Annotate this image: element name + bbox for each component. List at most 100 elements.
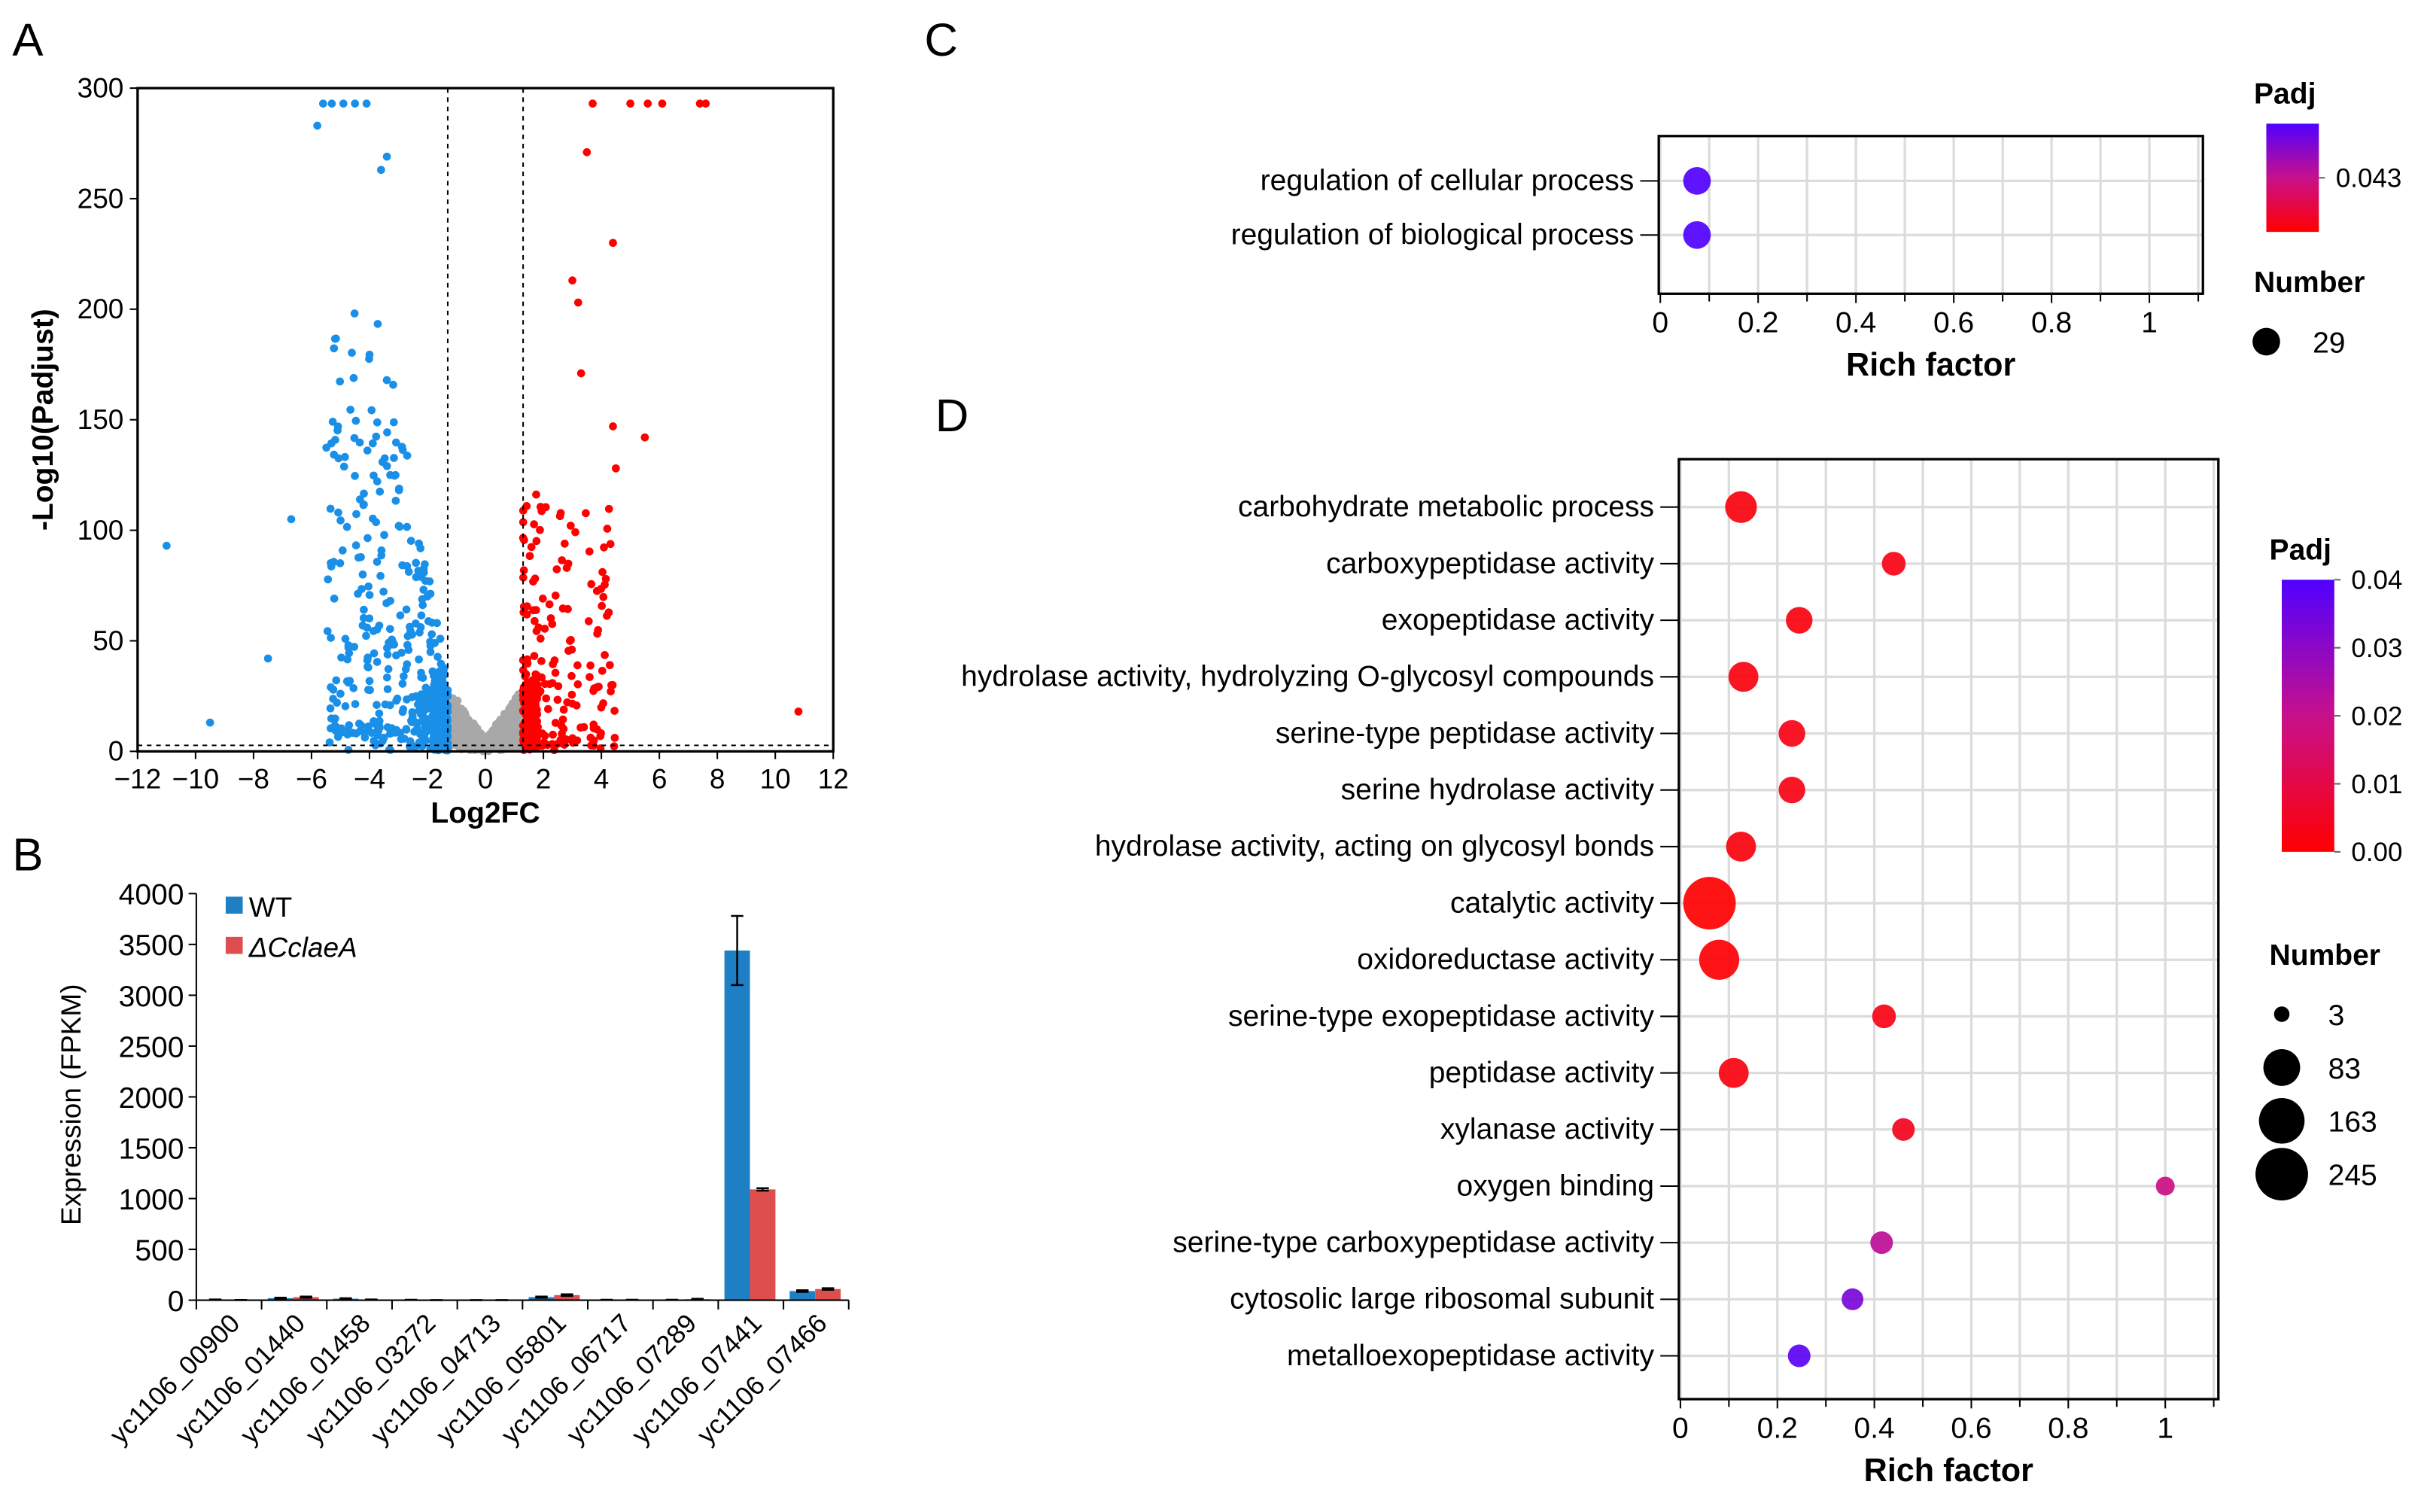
volcano-point — [508, 731, 516, 739]
volcano-point — [323, 627, 332, 635]
volcano-point — [532, 490, 540, 499]
volcano-point — [341, 634, 350, 643]
volcano-point — [551, 719, 560, 727]
volcano-point — [406, 537, 415, 545]
volcano-point — [794, 707, 803, 716]
volcano-point — [603, 525, 612, 533]
volcano-point — [363, 446, 372, 455]
volcano-point — [331, 726, 340, 735]
y-tick-label: 300 — [78, 72, 124, 103]
volcano-point — [412, 558, 421, 567]
padj-legend-title: Padj — [2254, 78, 2316, 111]
volcano-point — [327, 562, 336, 570]
volcano-point — [495, 734, 504, 743]
volcano-point — [355, 438, 364, 447]
volcano-point — [163, 541, 171, 550]
volcano-point — [343, 655, 352, 664]
volcano-point — [345, 649, 354, 658]
volcano-point — [263, 654, 272, 663]
volcano-point — [589, 724, 598, 732]
term-label: carbohydrate metabolic process — [1238, 491, 1654, 523]
volcano-point — [326, 504, 335, 513]
term-label: oxygen binding — [1457, 1170, 1654, 1202]
volcano-point — [398, 680, 407, 688]
term-bubble — [1699, 939, 1740, 980]
x-tick-label: 0 — [1652, 307, 1668, 339]
volcano-point — [344, 641, 353, 650]
volcano-point — [367, 406, 376, 415]
volcano-point — [327, 99, 336, 108]
volcano-point — [397, 648, 406, 657]
x-tick-label: −10 — [172, 764, 220, 795]
term-label: peptidase activity — [1429, 1057, 1655, 1089]
volcano-point — [425, 577, 434, 586]
volcano-point — [598, 567, 607, 577]
volcano-point — [519, 566, 528, 575]
x-tick-label: 0.8 — [2031, 307, 2072, 339]
legend-swatch — [225, 936, 243, 954]
volcano-point — [550, 656, 559, 665]
volcano-point — [346, 406, 354, 414]
volcano-point — [376, 487, 385, 496]
volcano-point — [336, 689, 345, 698]
volcano-point — [519, 683, 528, 692]
volcano-point — [571, 528, 579, 537]
volcano-point — [701, 99, 710, 108]
volcano-point — [329, 686, 338, 694]
number-legend-circle — [2255, 1148, 2308, 1201]
volcano-point — [351, 541, 360, 549]
volcano-point — [599, 592, 608, 601]
volcano-point — [330, 344, 339, 353]
y-tick-label: 2500 — [119, 1031, 184, 1063]
volcano-point — [540, 680, 549, 689]
plot-frame — [1657, 135, 2204, 295]
volcano-point — [358, 570, 367, 579]
y-tick-label: 500 — [135, 1234, 184, 1267]
volcano-point — [369, 627, 378, 635]
volcano-point — [417, 668, 425, 677]
volcano-point — [363, 534, 372, 543]
volcano-point — [426, 647, 435, 656]
term-label: catalytic activity — [1450, 887, 1655, 919]
x-tick-label: −12 — [114, 764, 161, 795]
number-legend-title: Number — [2270, 939, 2380, 972]
plot-frame — [1677, 458, 2220, 1401]
volcano-point — [391, 438, 400, 447]
volcano-point — [538, 595, 547, 603]
x-tick-label: 1 — [2157, 1412, 2173, 1444]
volcano-point — [562, 564, 571, 572]
volcano-point — [391, 496, 400, 505]
error-bar — [821, 1287, 835, 1291]
volcano-point — [568, 734, 577, 743]
volcano-point — [433, 653, 442, 662]
volcano-point — [328, 417, 337, 426]
y-tick-label: 1500 — [119, 1133, 184, 1165]
bar-wt — [724, 950, 750, 1301]
volcano-point — [593, 629, 601, 638]
volcano-point — [568, 699, 577, 708]
volcano-point — [542, 694, 550, 703]
volcano-point — [338, 546, 347, 555]
x-tick-label: −4 — [354, 764, 385, 795]
volcano-point — [582, 509, 590, 518]
volcano-point — [377, 166, 385, 175]
volcano-point — [403, 452, 412, 460]
volcano-point — [330, 334, 339, 343]
volcano-point — [640, 433, 649, 442]
volcano-point — [610, 707, 619, 715]
term-label: xylanase activity — [1440, 1113, 1655, 1145]
volcano-point — [337, 653, 345, 662]
volcano-point — [552, 565, 561, 573]
volcano-point — [440, 692, 449, 701]
y-tick-label: 0 — [168, 1285, 184, 1318]
volcano-point — [382, 152, 391, 161]
volcano-point — [330, 714, 338, 723]
term-label: hydrolase activity, hydrolyzing O-glycos… — [961, 661, 1654, 693]
volcano-point — [382, 673, 391, 682]
number-legend-circle — [2258, 1097, 2305, 1144]
padj-colorbar — [2282, 580, 2334, 852]
volcano-point — [349, 373, 358, 382]
term-bubble — [1683, 221, 1711, 249]
colorbar-tick-label: 0.00 — [2351, 838, 2402, 867]
